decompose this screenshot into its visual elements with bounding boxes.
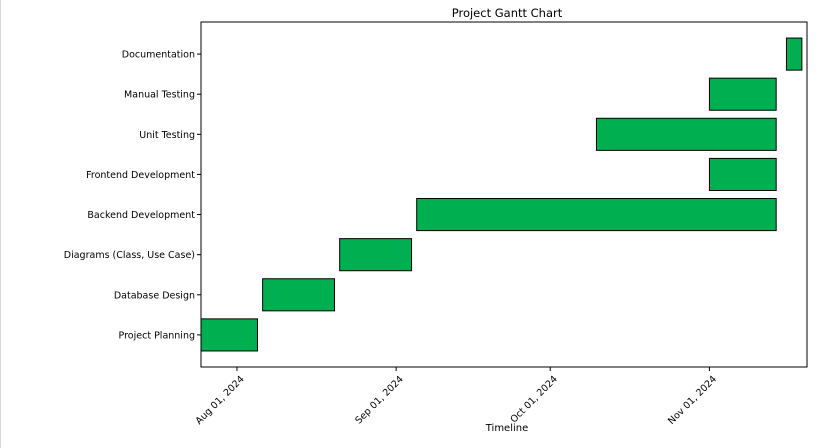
x-tick-label: Aug 01, 2024 (194, 374, 247, 427)
task-bar (708, 77, 777, 111)
plot-area (200, 21, 808, 368)
x-axis: Aug 01, 2024 Sep 01, 2024 Oct 01, 2024 Nov … (194, 367, 719, 427)
y-tick-label: Diagrams (Class, Use Case) (64, 250, 195, 261)
task-bar (416, 198, 777, 232)
y-tick-label: Backend Development (87, 210, 195, 221)
x-tick-label: Oct 01, 2024 (508, 374, 559, 425)
y-tick-label: Frontend Development (86, 170, 195, 181)
task-bar (262, 278, 336, 312)
task-bar (785, 37, 803, 71)
task-bar (595, 117, 777, 151)
y-tick-label: Manual Testing (124, 90, 195, 101)
chart-title: Project Gantt Chart (452, 6, 563, 20)
y-tick-label: Documentation (122, 50, 195, 61)
y-axis: Project Planning Database Design Diagrams … (64, 50, 201, 341)
x-tick-label: Nov 01, 2024 (666, 374, 719, 427)
x-axis-label: Timeline (485, 423, 529, 434)
task-bar (708, 157, 777, 191)
panel-edge (0, 0, 1, 448)
y-tick-label: Unit Testing (139, 130, 195, 141)
task-bar (339, 238, 413, 272)
task-bar (200, 318, 258, 352)
y-tick-label: Database Design (114, 290, 195, 301)
x-tick-label: Sep 01, 2024 (353, 374, 405, 426)
y-tick-label: Project Planning (119, 330, 195, 341)
gantt-bars (200, 37, 803, 352)
